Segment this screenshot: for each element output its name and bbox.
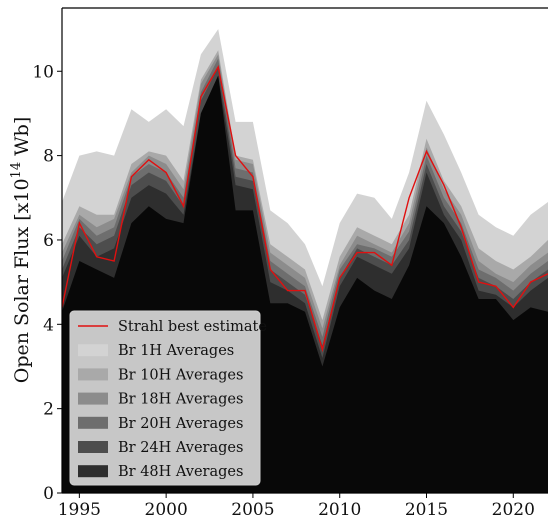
legend-label-0: Strahl best estimate — [118, 319, 267, 335]
ticks: 1995 2000 2005 2010 2015 2020 0 2 4 6 8 10 — [32, 62, 535, 517]
y-axis-title: Open Solar Flux [x1014 Wb] — [9, 117, 33, 384]
x-tick-label-2020: 2020 — [492, 500, 535, 517]
y-axis-title-unit: Wb] — [11, 117, 33, 162]
legend: Strahl best estimate Br 1H Averages Br 10H… — [69, 310, 267, 486]
y-axis-title-main: Open Solar Flux [x10 — [11, 178, 33, 383]
legend-marker-3 — [78, 392, 108, 405]
legend-marker-6 — [78, 465, 108, 478]
x-tick-label-2005: 2005 — [231, 500, 274, 517]
y-tick-label-0: 0 — [43, 484, 54, 504]
legend-label-1: Br 1H Averages — [118, 343, 234, 359]
best-estimate-line-group — [62, 65, 548, 353]
legend-label-3: Br 18H Averages — [118, 392, 243, 408]
y-axis-title-exponent: 14 — [9, 162, 24, 179]
x-tick-label-1995: 1995 — [58, 500, 101, 517]
legend-label-6: Br 48H Averages — [118, 464, 243, 480]
x-tick-label-2015: 2015 — [405, 500, 448, 517]
legend-label-2: Br 10H Averages — [118, 367, 243, 383]
legend-marker-2 — [78, 368, 108, 381]
axes — [61, 7, 548, 494]
y-tick-label-6: 6 — [43, 231, 54, 251]
best-estimate-line — [62, 65, 548, 353]
x-tick-label-2010: 2010 — [318, 500, 361, 517]
legend-frame — [69, 310, 261, 486]
y-tick-label-2: 2 — [43, 400, 54, 420]
y-tick-label-8: 8 — [43, 147, 54, 167]
legend-marker-5 — [78, 441, 108, 453]
y-tick-label-10: 10 — [32, 62, 54, 82]
x-tick-label-2000: 2000 — [145, 500, 188, 517]
legend-marker-1 — [78, 344, 108, 357]
y-tick-label-4: 4 — [43, 315, 54, 335]
legend-label-5: Br 24H Averages — [118, 440, 243, 456]
legend-marker-4 — [78, 416, 108, 429]
legend-label-4: Br 20H Averages — [118, 416, 243, 432]
